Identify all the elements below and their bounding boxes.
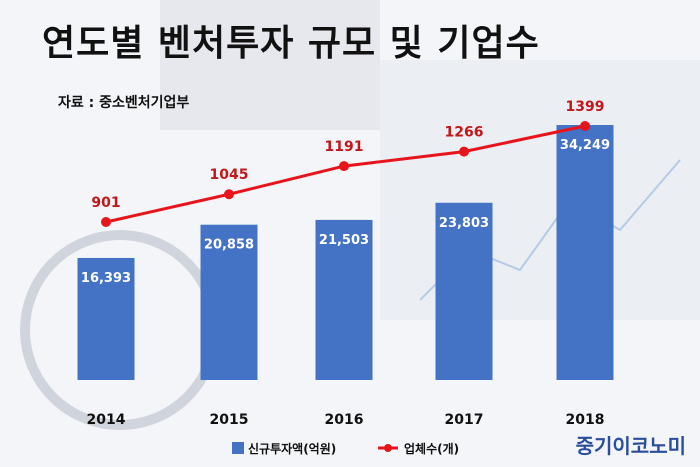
page-title: 연도별 벤처투자 규모 및 기업수 — [42, 23, 540, 64]
x-tick-2017: 2017 — [445, 412, 484, 428]
legend-bar-label: 신규투자액(억원) — [248, 441, 336, 456]
line-point-2015 — [224, 189, 234, 200]
bar-label-2014: 16,393 — [81, 271, 131, 286]
x-tick-2014: 2014 — [87, 412, 126, 428]
bar-label-2016: 21,503 — [319, 233, 369, 248]
line-label-2014: 901 — [91, 195, 120, 211]
bar-2015 — [200, 224, 258, 380]
bar-label-2017: 23,803 — [439, 216, 489, 231]
calculator-shape — [160, 0, 380, 130]
line-point-2014 — [101, 217, 111, 227]
line-label-2016: 1191 — [325, 139, 364, 155]
bar-2018 — [556, 125, 614, 380]
x-tick-2015: 2015 — [210, 412, 249, 428]
legend-line-label: 업체수(개) — [404, 441, 459, 456]
legend-bar-swatch — [232, 442, 244, 454]
line-label-2015: 1045 — [210, 167, 249, 183]
x-tick-2018: 2018 — [566, 412, 605, 428]
bar-2016 — [315, 219, 373, 380]
line-point-2017 — [459, 146, 469, 157]
line-point-2018 — [580, 121, 590, 131]
bar-2014 — [77, 257, 135, 380]
line-point-2016 — [339, 161, 349, 172]
bar-label-2018: 34,249 — [560, 138, 610, 153]
bar-2017 — [435, 202, 493, 380]
source-label: 자료 : 중소벤처기업부 — [58, 95, 190, 111]
line-label-2017: 1266 — [445, 125, 484, 141]
legend-line-marker — [384, 444, 392, 452]
x-tick-2016: 2016 — [325, 412, 364, 428]
brand-logo: 중기이코노미 — [575, 434, 686, 458]
paper-shape — [380, 60, 700, 320]
line-label-2018: 1399 — [566, 99, 605, 115]
bar-label-2015: 20,858 — [204, 238, 254, 253]
